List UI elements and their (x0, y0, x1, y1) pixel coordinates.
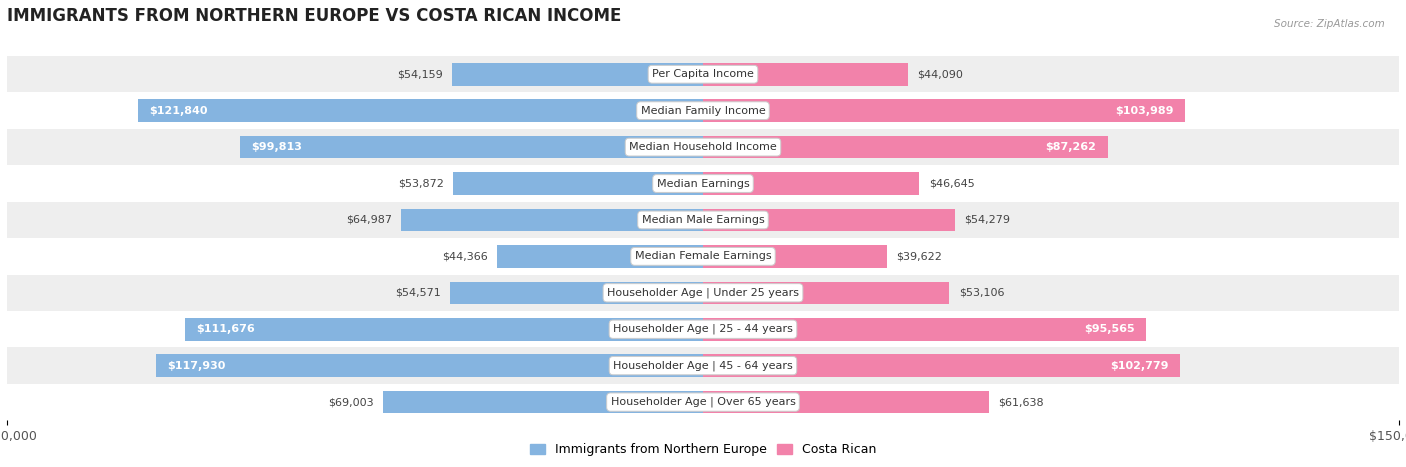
Bar (184, 318, 703, 340)
Text: $87,262: $87,262 (1046, 142, 1097, 152)
Bar (7, 275, 1399, 311)
Bar (7, 311, 1399, 347)
Text: Median Female Earnings: Median Female Earnings (634, 251, 772, 262)
Bar (703, 282, 949, 304)
Text: $53,872: $53,872 (398, 178, 444, 189)
Text: $54,279: $54,279 (965, 215, 1010, 225)
Bar (7, 238, 1399, 275)
Text: Median Family Income: Median Family Income (641, 106, 765, 116)
Bar (703, 136, 1108, 158)
Text: $99,813: $99,813 (252, 142, 302, 152)
Text: Householder Age | 45 - 64 years: Householder Age | 45 - 64 years (613, 361, 793, 371)
Bar (703, 245, 887, 268)
Bar (7, 92, 1399, 129)
Text: $53,106: $53,106 (959, 288, 1004, 298)
Bar (498, 245, 703, 268)
Text: Per Capita Income: Per Capita Income (652, 69, 754, 79)
Text: Householder Age | 25 - 44 years: Householder Age | 25 - 44 years (613, 324, 793, 334)
Text: $44,366: $44,366 (441, 251, 488, 262)
Bar (703, 63, 907, 85)
Text: $69,003: $69,003 (328, 397, 374, 407)
Text: Source: ZipAtlas.com: Source: ZipAtlas.com (1274, 19, 1385, 28)
Bar (703, 354, 1180, 377)
Text: $61,638: $61,638 (998, 397, 1043, 407)
Text: $102,779: $102,779 (1109, 361, 1168, 371)
Text: $103,989: $103,989 (1115, 106, 1174, 116)
Bar (138, 99, 703, 122)
Text: Householder Age | Under 25 years: Householder Age | Under 25 years (607, 288, 799, 298)
Text: $54,159: $54,159 (396, 69, 443, 79)
Bar (703, 209, 955, 231)
Bar (240, 136, 703, 158)
Text: $64,987: $64,987 (346, 215, 392, 225)
Bar (7, 384, 1399, 420)
Text: $54,571: $54,571 (395, 288, 440, 298)
Bar (402, 209, 703, 231)
Bar (7, 56, 1399, 92)
Text: $44,090: $44,090 (917, 69, 963, 79)
Text: $95,565: $95,565 (1084, 324, 1135, 334)
Bar (703, 318, 1146, 340)
Text: IMMIGRANTS FROM NORTHERN EUROPE VS COSTA RICAN INCOME: IMMIGRANTS FROM NORTHERN EUROPE VS COSTA… (7, 7, 621, 25)
Bar (450, 282, 703, 304)
Bar (7, 165, 1399, 202)
Bar (703, 391, 988, 413)
Text: $111,676: $111,676 (197, 324, 256, 334)
Text: Median Earnings: Median Earnings (657, 178, 749, 189)
Text: $46,645: $46,645 (929, 178, 974, 189)
Bar (156, 354, 703, 377)
Text: $39,622: $39,622 (896, 251, 942, 262)
Legend: Immigrants from Northern Europe, Costa Rican: Immigrants from Northern Europe, Costa R… (524, 439, 882, 461)
Text: Householder Age | Over 65 years: Householder Age | Over 65 years (610, 397, 796, 407)
Bar (451, 63, 703, 85)
Bar (7, 202, 1399, 238)
Bar (7, 347, 1399, 384)
Text: Median Male Earnings: Median Male Earnings (641, 215, 765, 225)
Bar (703, 99, 1185, 122)
Bar (703, 172, 920, 195)
Text: $121,840: $121,840 (149, 106, 208, 116)
Text: Median Household Income: Median Household Income (628, 142, 778, 152)
Bar (7, 129, 1399, 165)
Bar (382, 391, 703, 413)
Text: $117,930: $117,930 (167, 361, 226, 371)
Bar (453, 172, 703, 195)
